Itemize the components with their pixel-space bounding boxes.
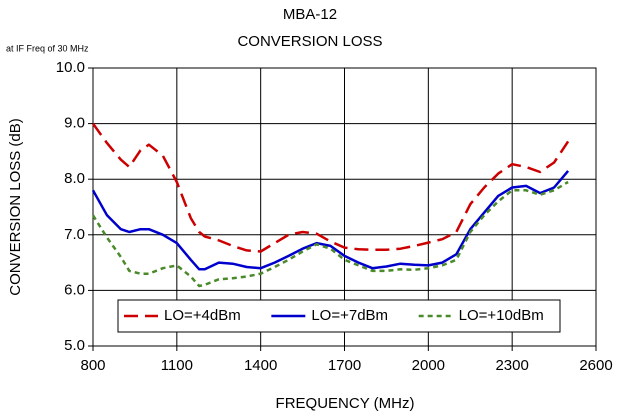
x-tick-label: 1100	[161, 357, 193, 374]
legend-box	[117, 299, 561, 333]
x-tick-label: 800	[80, 357, 105, 374]
legend-label: LO=+4dBm	[164, 307, 241, 324]
data-line	[91, 180, 569, 288]
chart-subtitle: CONVERSION LOSS	[237, 33, 382, 50]
x-tick-label: 1400	[244, 357, 277, 374]
x-tick-label: 2300	[495, 357, 528, 374]
legend-label: LO=+7dBm	[311, 307, 388, 324]
y-tick-label: 6.0	[64, 281, 85, 298]
y-axis-label: CONVERSION LOSS (dB)	[7, 118, 24, 296]
data-line	[91, 122, 570, 253]
y-tick-label: 7.0	[64, 226, 85, 243]
y-tick-label: 8.0	[64, 170, 85, 187]
y-tick-label: 9.0	[64, 115, 85, 132]
annotation: at IF Freq of 30 MHz	[6, 43, 89, 53]
x-tick-label: 2000	[412, 357, 445, 374]
x-tick-label: 1700	[328, 357, 361, 374]
chart-title: MBA-12	[283, 6, 337, 23]
legend-label: LO=+10dBm	[459, 307, 544, 324]
x-axis-label: FREQUENCY (MHz)	[276, 395, 415, 412]
x-tick-label: 2600	[579, 357, 612, 374]
y-tick-label: 10.0	[56, 59, 85, 76]
y-tick-label: 5.0	[64, 337, 85, 354]
